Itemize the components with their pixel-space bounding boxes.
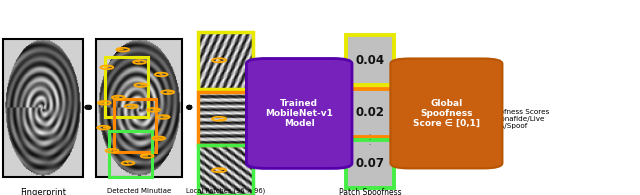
Text: Fingerprint: Fingerprint bbox=[20, 188, 67, 195]
Text: .
.
.: . . . bbox=[225, 137, 227, 153]
Text: .
.
.: . . . bbox=[369, 130, 371, 146]
Text: Global
Spoofness
Score ∈ [0,1]: Global Spoofness Score ∈ [0,1] bbox=[413, 98, 480, 128]
Bar bbox=[109, 131, 152, 177]
FancyBboxPatch shape bbox=[390, 58, 502, 168]
Bar bbox=[96, 39, 182, 177]
Text: Detected Minutiae
with their location and
orientation: Detected Minutiae with their location an… bbox=[100, 188, 179, 195]
Bar bbox=[346, 35, 394, 85]
Bar bbox=[105, 57, 148, 117]
Text: 0.02: 0.02 bbox=[355, 106, 384, 119]
Text: Spoofness Scores
0: Bonafide/Live
1: PA/Spoof: Spoofness Scores 0: Bonafide/Live 1: PA/… bbox=[486, 109, 550, 129]
Bar bbox=[114, 99, 156, 152]
Bar bbox=[346, 140, 394, 188]
Bar bbox=[198, 145, 253, 195]
Bar bbox=[346, 89, 394, 136]
Text: 0.07: 0.07 bbox=[355, 158, 384, 170]
Bar bbox=[198, 32, 253, 89]
Bar bbox=[3, 39, 83, 177]
Bar bbox=[198, 92, 253, 145]
Text: 0.04: 0.04 bbox=[355, 54, 384, 67]
Text: Local Patches (96 × 96)
Centered and Aligned at
Minutiae: Local Patches (96 × 96) Centered and Ali… bbox=[184, 188, 266, 195]
Text: Patch Spoofness
Scores: Patch Spoofness Scores bbox=[339, 188, 401, 195]
Text: Trained
MobileNet-v1
Model: Trained MobileNet-v1 Model bbox=[265, 98, 333, 128]
FancyBboxPatch shape bbox=[246, 58, 352, 168]
